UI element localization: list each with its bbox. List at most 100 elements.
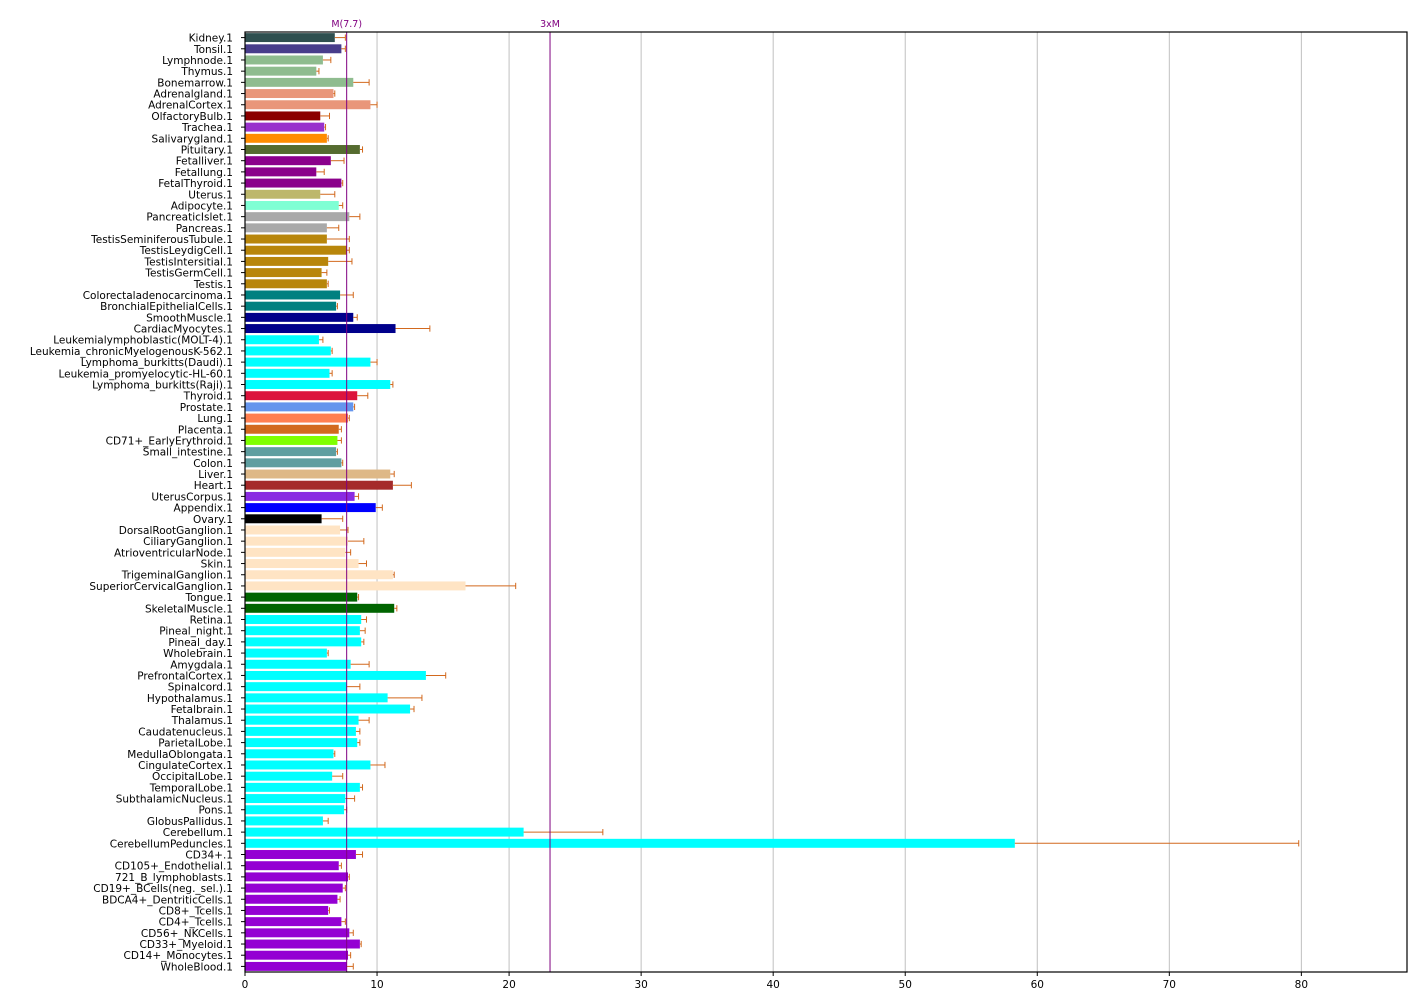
bar [245,861,339,871]
x-tick-label: 80 [1295,979,1308,991]
category-label: GlobusPallidus.1 [147,816,233,828]
category-label: Pons.1 [198,805,233,817]
category-label: Appendix.1 [174,503,233,515]
bar [245,682,347,692]
category-label: SuperiorCervicalGanglion.1 [89,581,233,593]
bar [245,290,341,300]
category-label: Caudatenucleus.1 [138,726,233,738]
category-label: CD34+.1 [185,850,233,862]
bar [245,715,359,725]
bar [245,872,348,882]
bar [245,816,323,826]
bar [245,324,396,334]
category-label: Tongue.1 [184,592,233,604]
category-label: UterusCorpus.1 [151,491,233,503]
x-tick-label: 20 [502,979,515,991]
bar [245,917,342,927]
category-label: Adrenalgland.1 [153,89,233,101]
grid-lines [376,32,1302,972]
category-label: Pancreas.1 [176,223,233,235]
category-label: Leukemialymphoblastic(MOLT-4).1 [53,335,233,347]
category-label: CD56+_NKCells.1 [141,928,233,940]
bar [245,100,371,110]
category-label: Small_intestine.1 [143,447,233,459]
category-label: BDCA4+_DentriticCells.1 [102,894,233,906]
category-labels: Kidney.1Tonsil.1Lymphnode.1Thymus.1Bonem… [30,33,233,974]
bar [245,223,327,233]
category-label: Colon.1 [193,458,233,470]
bar [245,89,334,99]
bar [245,603,395,613]
bar [245,547,346,557]
category-label: CiliaryGanglion.1 [143,536,233,548]
x-tick-label: 30 [634,979,647,991]
bar [245,771,333,781]
category-label: Pituitary.1 [181,145,233,157]
bar [245,66,317,76]
bar [245,637,362,647]
bar [245,928,350,938]
category-label: Ovary.1 [193,514,233,526]
category-label: PrefrontalCortex.1 [137,670,233,682]
category-label: CardiacMyocytes.1 [134,324,233,336]
bar [245,805,345,815]
category-label: Cerebellum.1 [163,827,233,839]
category-label: Lymphnode.1 [162,55,233,67]
bar [245,447,337,457]
category-label: PancreaticIslet.1 [146,212,233,224]
bar [245,480,393,490]
bar [245,424,339,434]
bar [245,368,330,378]
bar [245,570,393,580]
x-tick-label: 40 [766,979,779,991]
category-label: Leukemia_promyelocytic-HL-60.1 [58,368,233,380]
bar [245,738,358,748]
bar [245,234,327,244]
x-tick-labels: 0 10 20 30 40 50 60 70 80 [242,979,1308,991]
category-label: CD14+_Monocytes.1 [124,950,233,962]
bar [245,44,342,54]
bar [245,413,348,423]
bar [245,950,348,960]
category-label: Kidney.1 [189,33,233,45]
category-label: Pineal_night.1 [159,626,233,638]
category-label: Retina.1 [190,615,233,627]
category-label: WholeBlood.1 [161,961,234,973]
bar [245,156,331,166]
category-label: Lymphoma_burkitts(Daudi).1 [81,357,233,369]
category-label: Prostate.1 [180,402,233,414]
category-label: AdrenalCortex.1 [148,100,233,112]
bar [245,212,350,222]
bar [245,894,338,904]
bar [245,905,329,915]
category-label: Uterus.1 [188,189,233,201]
x-tick-label: 60 [1031,979,1044,991]
bar [245,77,354,87]
category-label: CD19+_BCells(neg._sel.).1 [93,883,233,895]
category-label: Fetalliver.1 [176,156,233,168]
axes [241,31,1408,976]
bar [245,458,342,468]
category-label: ParietalLobe.1 [158,738,233,750]
bar [245,782,360,792]
category-label: SmoothMuscle.1 [146,312,233,324]
x-tick-label: 10 [370,979,383,991]
bar [245,559,359,569]
bar [245,268,322,278]
bar [245,200,339,210]
category-label: CD8+_Tcells.1 [159,905,233,917]
bar [245,503,376,513]
category-label: OccipitalLobe.1 [152,771,233,783]
category-label: 721_B_lymphoblasts.1 [115,872,233,884]
bar [245,592,358,602]
category-label: Pineal_day.1 [168,637,233,649]
bar [245,145,360,154]
category-label: Adipocyte.1 [171,200,233,212]
category-label: Wholebrain.1 [163,648,233,660]
bar [245,838,1015,848]
category-label: MedullaOblongata.1 [127,749,233,761]
bar [245,256,329,266]
category-label: Testis.1 [193,279,233,291]
bar [245,380,391,389]
